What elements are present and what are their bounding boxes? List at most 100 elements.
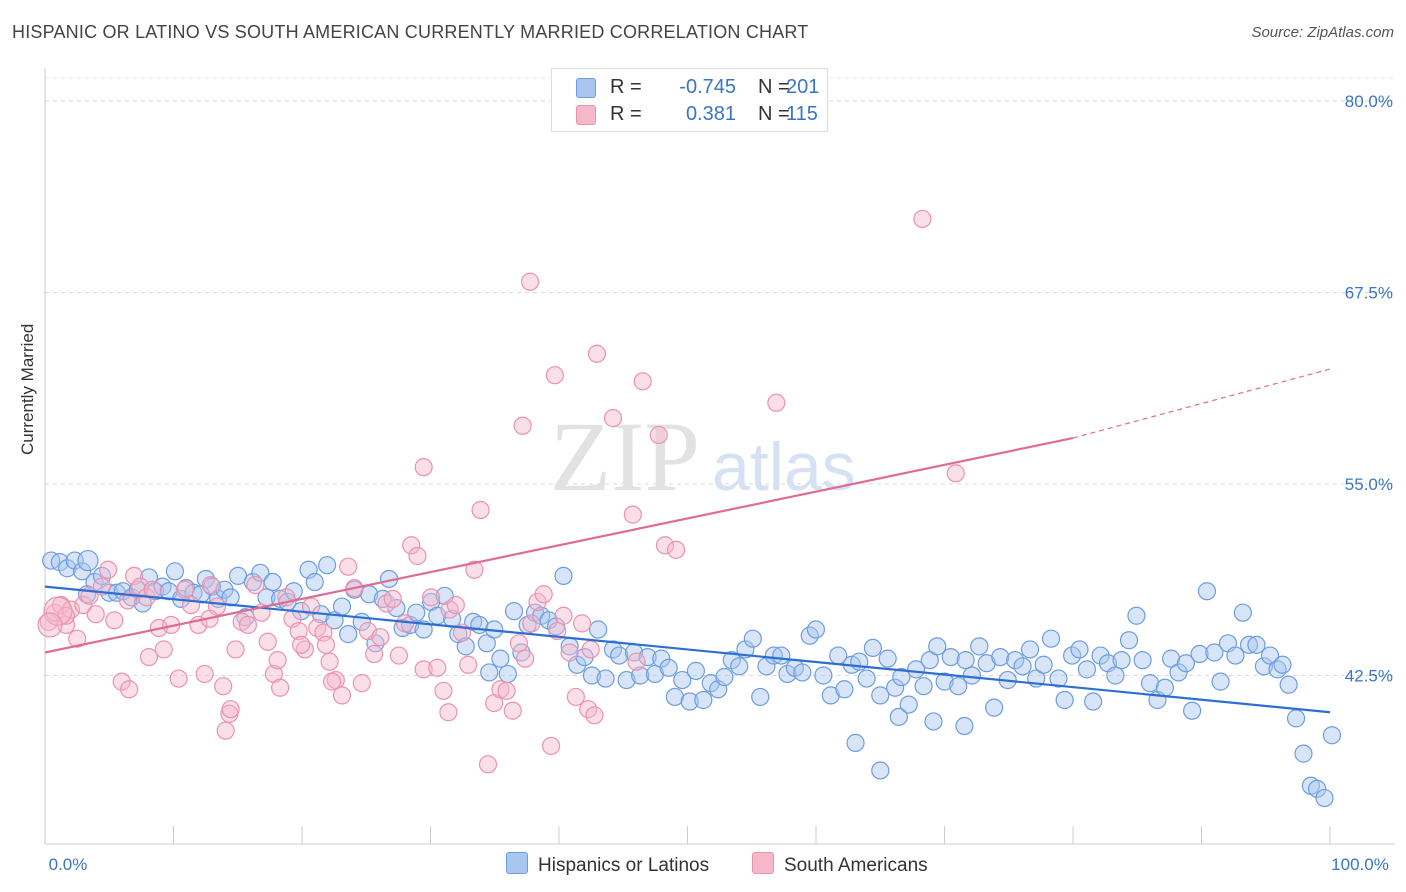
hispanic-point (318, 556, 337, 575)
correlation-legend: R = -0.745 N = 201 R = 0.381 N = 115 (551, 68, 828, 132)
axes (44, 68, 1395, 845)
bottom-legend-label-south-american: South Americans (784, 855, 928, 876)
hispanic-point (907, 660, 926, 679)
south-american-point (169, 669, 188, 688)
legend-swatch-south-american (576, 105, 596, 125)
legend-r-label: R = (610, 103, 642, 125)
y-axis-label: Currently Married (18, 323, 37, 455)
hispanic-point (1211, 672, 1230, 691)
bottom-legend-swatch-south-american (752, 852, 774, 874)
south-american-point (566, 687, 585, 707)
south-american-point (289, 621, 308, 641)
hispanic-point (878, 649, 897, 668)
hispanic-point (504, 602, 524, 621)
hispanic-point (764, 646, 783, 665)
south-american-point (503, 701, 522, 720)
south-american-point (292, 635, 311, 654)
hispanic-point (1254, 657, 1273, 676)
hispanic-point (778, 664, 797, 684)
hispanic-point (1013, 657, 1032, 676)
south-american-point (603, 409, 623, 428)
south-american-point (513, 416, 532, 435)
south-american-point (667, 540, 686, 559)
south-american-point (86, 605, 105, 624)
hispanic-point (1034, 655, 1053, 674)
hispanic-point (743, 629, 762, 648)
south-american-point (478, 755, 498, 774)
hispanic-point (665, 687, 684, 707)
bottom-legend-south-american: South Americans (752, 852, 928, 877)
hispanic-point (1155, 678, 1174, 697)
hispanic-point (1205, 643, 1224, 662)
south-american-point (99, 560, 118, 579)
south-american-point (946, 464, 965, 483)
hispanic-point (793, 663, 812, 682)
hispanic-point (1119, 631, 1139, 650)
south-american-point (175, 580, 194, 599)
south-american-point (124, 566, 144, 586)
south-american-point (542, 736, 561, 756)
hispanic-point (652, 649, 671, 668)
hispanic-point (1127, 606, 1146, 625)
y-tick-label: 55.0% (1345, 475, 1393, 494)
south-american-point (572, 614, 592, 633)
hispanic-point (1197, 582, 1217, 601)
south-american-point (246, 575, 265, 595)
hispanic-point (928, 637, 947, 656)
hispanic-point (814, 666, 833, 685)
south-american-point (238, 615, 258, 635)
south-american-point (268, 651, 287, 670)
south-american-point (560, 643, 579, 662)
tick-labels: 42.5% 55.0% 67.5% 80.0% 0.0% 100.0% (49, 92, 1393, 874)
bottom-legend-hispanic: Hispanics or Latinos (506, 852, 709, 877)
hispanic-point (58, 559, 77, 578)
hispanic-point (722, 651, 741, 670)
hispanic-point (332, 597, 352, 616)
hispanic-point (1020, 640, 1040, 659)
hispanic-point (589, 620, 608, 639)
hispanic-point (871, 686, 890, 705)
hispanic-point (1112, 651, 1131, 670)
south-american-point (201, 575, 220, 595)
hispanic-point (899, 695, 918, 714)
south-american-point (491, 680, 510, 699)
hispanic-point (673, 670, 692, 690)
hispanic-point (165, 562, 185, 581)
south-american-trend-extension (1072, 368, 1331, 439)
south-american-point (421, 588, 441, 607)
hispanic-point (1091, 646, 1110, 665)
hispanic-point (77, 549, 99, 572)
legend-r-value: 0.381 (685, 103, 736, 125)
hispanic-point (263, 572, 282, 592)
south-american-point (627, 652, 646, 671)
south-american-point (316, 635, 336, 654)
south-american-point (37, 612, 63, 638)
hispanic-point (949, 677, 968, 696)
south-american-point (320, 652, 339, 671)
hispanic-point (715, 667, 734, 687)
hispanic-point (1190, 644, 1209, 664)
y-tick-label: 80.0% (1345, 92, 1393, 111)
hispanic-point (638, 647, 657, 667)
hispanic-point (991, 647, 1010, 667)
hispanic-point (659, 658, 678, 677)
hispanic-point (305, 572, 324, 592)
chart-title: HISPANIC OR LATINO VS SOUTH AMERICAN CUR… (12, 22, 809, 42)
hispanic-point (955, 716, 974, 736)
south-american-point (105, 611, 124, 630)
hispanic-point (1062, 646, 1082, 665)
south-american-point (68, 629, 87, 648)
south-american-point (214, 677, 233, 696)
south-american-point (465, 560, 484, 579)
hispanic-point (1055, 690, 1074, 710)
hispanic-point (1247, 635, 1266, 654)
south-american-point (545, 366, 564, 385)
south-american-point (112, 672, 131, 691)
hispanic-point (596, 669, 615, 688)
south-american-point (389, 646, 409, 665)
south-american-point (154, 640, 173, 659)
south-american-point (402, 536, 421, 555)
y-tick-label: 67.5% (1345, 283, 1393, 302)
legend-n-value: 115 (786, 103, 818, 125)
